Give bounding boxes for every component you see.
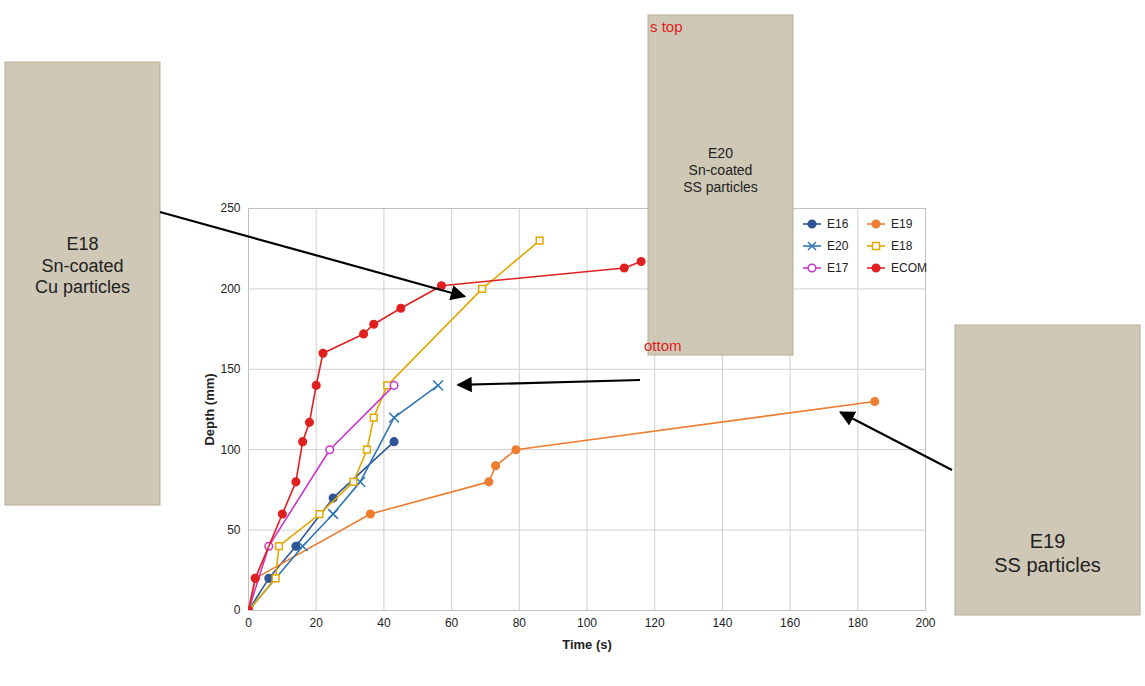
svg-text:160: 160: [780, 616, 800, 630]
svg-text:140: 140: [712, 616, 732, 630]
svg-text:E18: E18: [891, 239, 913, 253]
svg-text:Sn-coated: Sn-coated: [689, 162, 753, 178]
svg-text:250: 250: [220, 201, 240, 215]
svg-text:E19: E19: [891, 217, 913, 231]
svg-text:0: 0: [234, 603, 241, 617]
svg-text:100: 100: [220, 443, 240, 457]
svg-text:E16: E16: [827, 217, 849, 231]
svg-text:Sn-coated: Sn-coated: [41, 256, 123, 276]
svg-text:150: 150: [220, 362, 240, 376]
svg-text:40: 40: [377, 616, 391, 630]
svg-text:60: 60: [445, 616, 459, 630]
svg-text:200: 200: [915, 616, 935, 630]
svg-text:50: 50: [227, 523, 241, 537]
svg-text:Time (s): Time (s): [562, 637, 612, 652]
svg-text:120: 120: [645, 616, 665, 630]
svg-text:ottom: ottom: [644, 337, 682, 354]
svg-text:SS particles: SS particles: [994, 554, 1101, 576]
svg-text:200: 200: [220, 282, 240, 296]
svg-text:SS particles: SS particles: [683, 179, 758, 195]
svg-text:180: 180: [848, 616, 868, 630]
svg-text:E19: E19: [1030, 530, 1066, 552]
svg-text:20: 20: [310, 616, 324, 630]
svg-text:E17: E17: [827, 261, 849, 275]
svg-text:E20: E20: [708, 145, 733, 161]
svg-text:100: 100: [577, 616, 597, 630]
svg-text:80: 80: [513, 616, 527, 630]
svg-text:Depth (mm): Depth (mm): [202, 373, 217, 445]
svg-text:E18: E18: [66, 234, 98, 254]
svg-text:s top: s top: [650, 18, 683, 35]
svg-text:Cu particles: Cu particles: [35, 277, 130, 297]
svg-text:ECOM: ECOM: [891, 261, 927, 275]
svg-text:0: 0: [245, 616, 252, 630]
svg-text:E20: E20: [827, 239, 849, 253]
